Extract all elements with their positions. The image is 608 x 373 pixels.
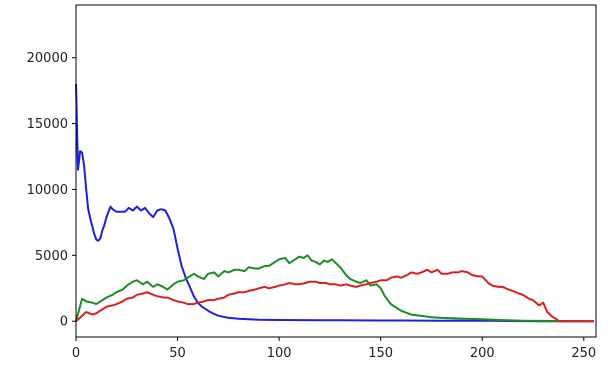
x-tick-label: 50 <box>169 346 186 361</box>
y-tick-label: 20000 <box>27 51 68 66</box>
x-tick-label: 0 <box>72 346 80 361</box>
y-axis-ticks: 0 5000 10000 15000 20000 <box>27 51 76 330</box>
x-tick-label: 250 <box>571 346 596 361</box>
x-tick-label: 200 <box>470 346 495 361</box>
x-tick-label: 150 <box>368 346 393 361</box>
y-tick-label: 15000 <box>27 117 68 132</box>
x-tick-label: 100 <box>267 346 292 361</box>
series-line-2 <box>75 268 594 323</box>
y-tick-label: 5000 <box>35 249 68 264</box>
series-line-1 <box>75 254 594 323</box>
series-line-0 <box>75 83 594 323</box>
y-tick-label: 10000 <box>27 183 68 198</box>
plot-frame <box>75 4 597 338</box>
y-tick-label: 0 <box>60 315 68 330</box>
plot-background <box>76 5 596 337</box>
series-group <box>75 83 594 323</box>
x-axis-ticks: 0 50 100 150 200 250 <box>72 337 596 361</box>
